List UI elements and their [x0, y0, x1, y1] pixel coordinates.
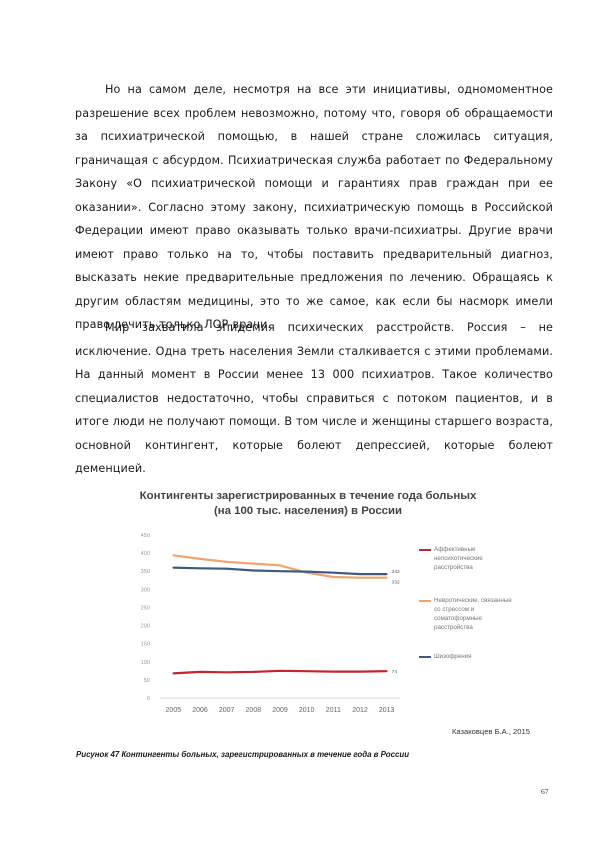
data-point — [305, 570, 308, 573]
data-point — [199, 567, 201, 570]
x-tick-label: 2009 — [272, 707, 288, 714]
chart-plot-area: 0 50 100 150 200 250 300 350 400 450 2005 2006 2007 2… — [141, 533, 400, 714]
x-tick-label: 2010 — [299, 707, 315, 714]
data-point — [359, 670, 361, 673]
data-label-end: 332 — [392, 580, 400, 586]
chart-source: Казаковцев Б.А., 2015 — [452, 727, 530, 736]
data-point — [385, 573, 388, 576]
y-tick-label: 200 — [141, 624, 150, 630]
data-point — [332, 571, 335, 574]
x-tick-label: 2007 — [219, 707, 235, 714]
data-point — [225, 671, 228, 674]
data-label-end: 74 — [392, 669, 398, 675]
legend-label-affective: Аффективные непсихотические расстройства — [434, 546, 483, 571]
paragraph-2-text: Мир захватила эпидемия психических расст… — [75, 321, 553, 475]
data-point — [199, 671, 201, 673]
data-point — [305, 670, 308, 673]
y-tick-label: 300 — [141, 587, 150, 593]
data-point — [199, 558, 201, 560]
x-tick-label: 2013 — [379, 707, 395, 714]
paragraph-1-text: Но на самом деле, несмотря на все эти ин… — [75, 83, 553, 331]
page-number: 67 — [541, 787, 549, 796]
data-point — [359, 573, 361, 576]
legend-label-schizophrenia: Шизофрения — [434, 653, 472, 660]
y-tick-label: 0 — [147, 696, 150, 702]
data-point — [252, 671, 255, 673]
legend-item-affective: Аффективные непсихотические расстройства — [419, 545, 512, 572]
data-point — [225, 567, 228, 570]
data-point — [172, 672, 175, 675]
data-point — [385, 670, 388, 673]
y-tick-label: 400 — [141, 551, 150, 557]
x-tick-label: 2006 — [192, 707, 208, 714]
y-tick-label: 50 — [144, 678, 150, 684]
data-point — [172, 566, 175, 569]
legend-item-neurotic: Невротические, связанные со стрессом и с… — [419, 596, 512, 632]
legend-swatch-neurotic — [419, 600, 431, 602]
data-point — [172, 554, 175, 557]
y-tick-label: 250 — [141, 605, 150, 611]
line-chart: Контингенты зарегистрированных в течение… — [118, 480, 538, 740]
legend-swatch-affective — [419, 549, 431, 551]
x-tick-label: 2011 — [326, 707, 341, 714]
y-tick-label: 450 — [141, 533, 150, 539]
chart-title-line-1: Контингенты зарегистрированных в течение… — [139, 490, 477, 502]
x-tick-label: 2008 — [246, 707, 262, 714]
data-point — [385, 576, 388, 579]
data-point — [359, 576, 361, 579]
legend-label-neurotic: Невротические, связанные со стрессом и с… — [434, 597, 512, 631]
data-point — [252, 562, 255, 565]
data-point — [279, 564, 281, 567]
legend-swatch-schizophrenia — [419, 656, 431, 658]
data-point — [332, 670, 335, 673]
data-point — [279, 669, 281, 672]
data-point — [279, 570, 281, 573]
data-point — [252, 569, 255, 572]
paragraph-2: Мир захватила эпидемия психических расст… — [75, 316, 553, 481]
y-tick-label: 100 — [141, 660, 150, 666]
x-tick-label: 2012 — [352, 707, 368, 714]
legend-item-schizophrenia: Шизофрения — [419, 652, 512, 661]
y-tick-label: 150 — [141, 642, 150, 648]
data-point — [332, 576, 335, 578]
x-tick-label: 2005 — [166, 707, 182, 714]
chart-title-line-2: (на 100 тыс. населения) в России — [213, 505, 403, 517]
paragraph-1: Но на самом деле, несмотря на все эти ин… — [75, 78, 553, 337]
data-label-end: 342 — [392, 569, 400, 575]
figure-caption: Рисунок 47 Контингенты больных, зарегист… — [76, 750, 410, 759]
data-point — [225, 560, 228, 563]
y-tick-label: 350 — [141, 569, 150, 575]
